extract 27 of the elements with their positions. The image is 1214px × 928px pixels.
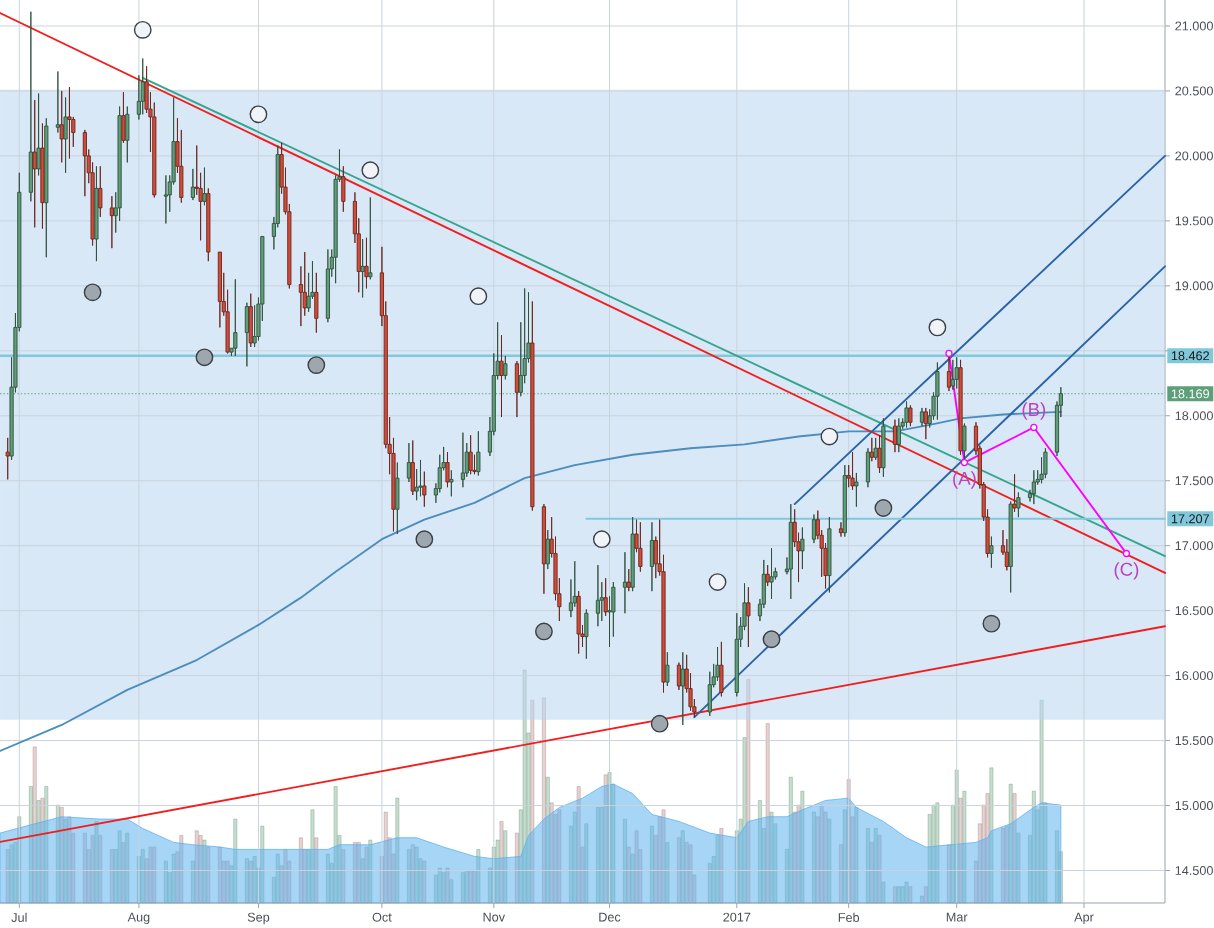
- data-label: 17.207: [1171, 514, 1210, 524]
- y-tick-label: 17.000: [1175, 541, 1213, 551]
- y-tick-label: 16.000: [1175, 671, 1213, 681]
- x-tick-label: Jul: [11, 912, 27, 922]
- y-tick-label: 17.500: [1175, 476, 1213, 486]
- x-tick-label: Dec: [599, 912, 621, 922]
- x-tick-label: Mar: [946, 912, 968, 922]
- x-tick-label: Sep: [247, 912, 270, 925]
- y-tick-label: 19.000: [1175, 281, 1213, 291]
- x-tick-label: Aug: [127, 912, 150, 925]
- y-tick-label: 18.000: [1175, 411, 1213, 421]
- y-tick-label: 20.500: [1175, 86, 1213, 96]
- y-tick-label: 14.500: [1175, 866, 1213, 875]
- y-tick-label: 21.000: [1175, 21, 1213, 31]
- ref-line-label: 18.169: [1171, 389, 1210, 399]
- y-tick-label: 15.000: [1175, 801, 1213, 811]
- ref-line-label: 18.462: [1171, 351, 1210, 361]
- y-tick-label: 20.000: [1175, 151, 1213, 161]
- y-tick-label: 16.500: [1175, 606, 1213, 616]
- x-tick-label: Feb: [838, 912, 860, 922]
- x-tick-label: Oct: [372, 912, 392, 922]
- x-tick-label: Apr: [1074, 912, 1094, 925]
- x-tick-label: 2017: [723, 912, 751, 922]
- x-tick-label: Nov: [483, 912, 505, 922]
- y-tick-label: 19.500: [1175, 216, 1213, 226]
- annotation: (C): [1114, 562, 1139, 580]
- y-tick-label: 15.500: [1175, 736, 1213, 746]
